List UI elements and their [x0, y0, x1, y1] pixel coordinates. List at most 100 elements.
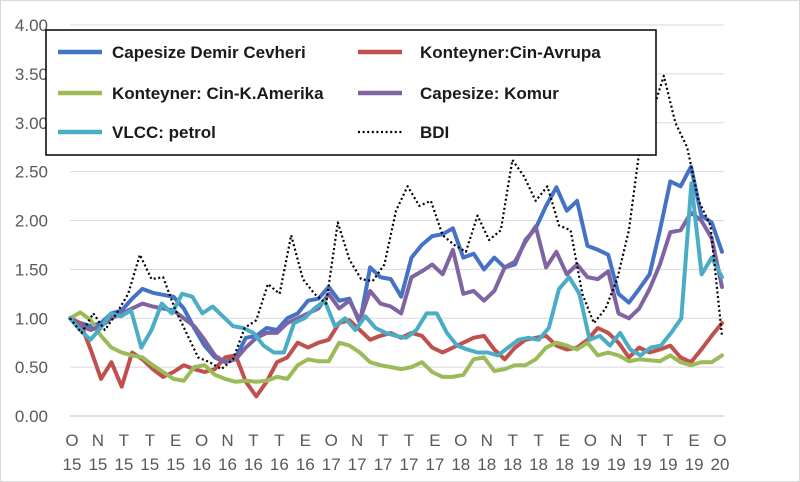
legend-entry: BDI [358, 123, 449, 142]
series-line-0 [68, 164, 724, 365]
legend-label: BDI [420, 123, 449, 142]
x-tick-year: 16 [218, 455, 237, 474]
x-axis-ticks: O15N15T15T15E15O16N16T16T16E16O17N17T17T… [63, 431, 730, 474]
legend-entry: Capesize Demir Cevheri [58, 43, 306, 62]
x-tick-label: O 15 [63, 431, 82, 474]
x-tick-label: T 17 [374, 431, 393, 474]
x-tick-year: 18 [555, 455, 574, 474]
series-line-4 [68, 181, 724, 358]
legend-label: Konteyner: Cin-K.Amerika [112, 84, 324, 103]
legend-entry: Konteyner: Cin-K.Amerika [58, 84, 324, 103]
x-tick-year: 20 [711, 455, 730, 474]
x-tick-label: O 20 [711, 431, 730, 474]
x-tick-label: T 15 [140, 431, 159, 474]
x-tick-year: 16 [296, 455, 315, 474]
x-tick-month: T [378, 431, 388, 450]
x-tick-month: N [221, 431, 233, 450]
legend-entry: Konteyner:Cin-Avrupa [358, 43, 601, 62]
x-tick-year: 19 [581, 455, 600, 474]
x-tick-year: 16 [270, 455, 289, 474]
series-lines [68, 74, 724, 399]
y-axis-ticks: 0.00 0.50 1.00 1.50 2.00 2.50 3.00 3.50 4.00 [15, 16, 48, 426]
x-tick-label: E 15 [166, 431, 185, 474]
legend: Capesize Demir Cevheri Konteyner:Cin-Avru… [45, 29, 657, 156]
x-tick-year: 17 [425, 455, 444, 474]
x-tick-year: 17 [348, 455, 367, 474]
y-tick-label: 3.00 [15, 114, 48, 133]
y-tick-label: 0.50 [15, 358, 48, 377]
legend-box [45, 29, 657, 156]
x-tick-year: 15 [140, 455, 159, 474]
x-tick-month: T [274, 431, 284, 450]
x-tick-label: O 18 [451, 431, 470, 474]
x-tick-label: E 18 [555, 431, 574, 474]
x-tick-year: 16 [192, 455, 211, 474]
x-tick-year: 16 [244, 455, 263, 474]
x-tick-month: O [713, 431, 726, 450]
series-line-5 [69, 74, 724, 371]
x-tick-year: 15 [166, 455, 185, 474]
x-tick-label: N 15 [88, 431, 107, 474]
legend-label: Capesize: Komur [420, 84, 559, 103]
x-tick-month: E [429, 431, 440, 450]
legend-entry: Capesize: Komur [358, 84, 559, 103]
x-tick-label: N 19 [607, 431, 626, 474]
x-tick-label: T 15 [114, 431, 133, 474]
x-tick-month: E [300, 431, 311, 450]
x-tick-label: N 17 [348, 431, 367, 474]
x-tick-year: 15 [63, 455, 82, 474]
x-tick-month: T [637, 431, 647, 450]
legend-label: Konteyner:Cin-Avrupa [420, 43, 601, 62]
x-tick-month: O [325, 431, 338, 450]
x-tick-label: E 19 [685, 431, 704, 474]
x-tick-month: T [248, 431, 258, 450]
y-tick-label: 2.50 [15, 163, 48, 182]
x-tick-label: T 18 [503, 431, 522, 474]
x-tick-label: E 17 [425, 431, 444, 474]
x-tick-month: E [688, 431, 699, 450]
x-tick-label: O 16 [192, 431, 211, 474]
y-tick-label: 4.00 [15, 16, 48, 35]
y-tick-label: 0.00 [15, 407, 48, 426]
x-tick-month: T [663, 431, 673, 450]
x-tick-month: N [351, 431, 363, 450]
x-tick-label: N 16 [218, 431, 237, 474]
x-tick-month: N [610, 431, 622, 450]
x-tick-year: 19 [633, 455, 652, 474]
y-tick-label: 1.00 [15, 309, 48, 328]
x-tick-label: T 19 [659, 431, 678, 474]
legend-label: VLCC: petrol [112, 123, 216, 142]
series-line-3 [68, 210, 724, 365]
x-tick-year: 18 [477, 455, 496, 474]
x-tick-month: O [454, 431, 467, 450]
x-tick-label: T 17 [399, 431, 418, 474]
x-tick-label: O 19 [581, 431, 600, 474]
x-tick-label: E 16 [296, 431, 315, 474]
x-tick-year: 19 [607, 455, 626, 474]
x-tick-year: 19 [685, 455, 704, 474]
y-tick-label: 2.00 [15, 212, 48, 231]
x-tick-month: T [533, 431, 543, 450]
x-tick-label: T 18 [529, 431, 548, 474]
x-tick-label: N 18 [477, 431, 496, 474]
x-tick-month: E [170, 431, 181, 450]
x-tick-year: 17 [322, 455, 341, 474]
series-line-2 [68, 310, 724, 384]
y-tick-label: 3.50 [15, 65, 48, 84]
x-tick-year: 17 [374, 455, 393, 474]
x-tick-label: T 16 [270, 431, 289, 474]
x-tick-month: T [404, 431, 414, 450]
legend-label: Capesize Demir Cevheri [112, 43, 306, 62]
x-tick-month: O [195, 431, 208, 450]
x-tick-month: N [92, 431, 104, 450]
x-tick-month: N [481, 431, 493, 450]
x-tick-month: T [507, 431, 517, 450]
x-tick-label: O 17 [322, 431, 341, 474]
x-tick-year: 18 [451, 455, 470, 474]
x-tick-year: 18 [503, 455, 522, 474]
x-tick-year: 15 [114, 455, 133, 474]
legend-entry: VLCC: petrol [58, 123, 216, 142]
x-tick-month: T [145, 431, 155, 450]
x-tick-month: O [584, 431, 597, 450]
